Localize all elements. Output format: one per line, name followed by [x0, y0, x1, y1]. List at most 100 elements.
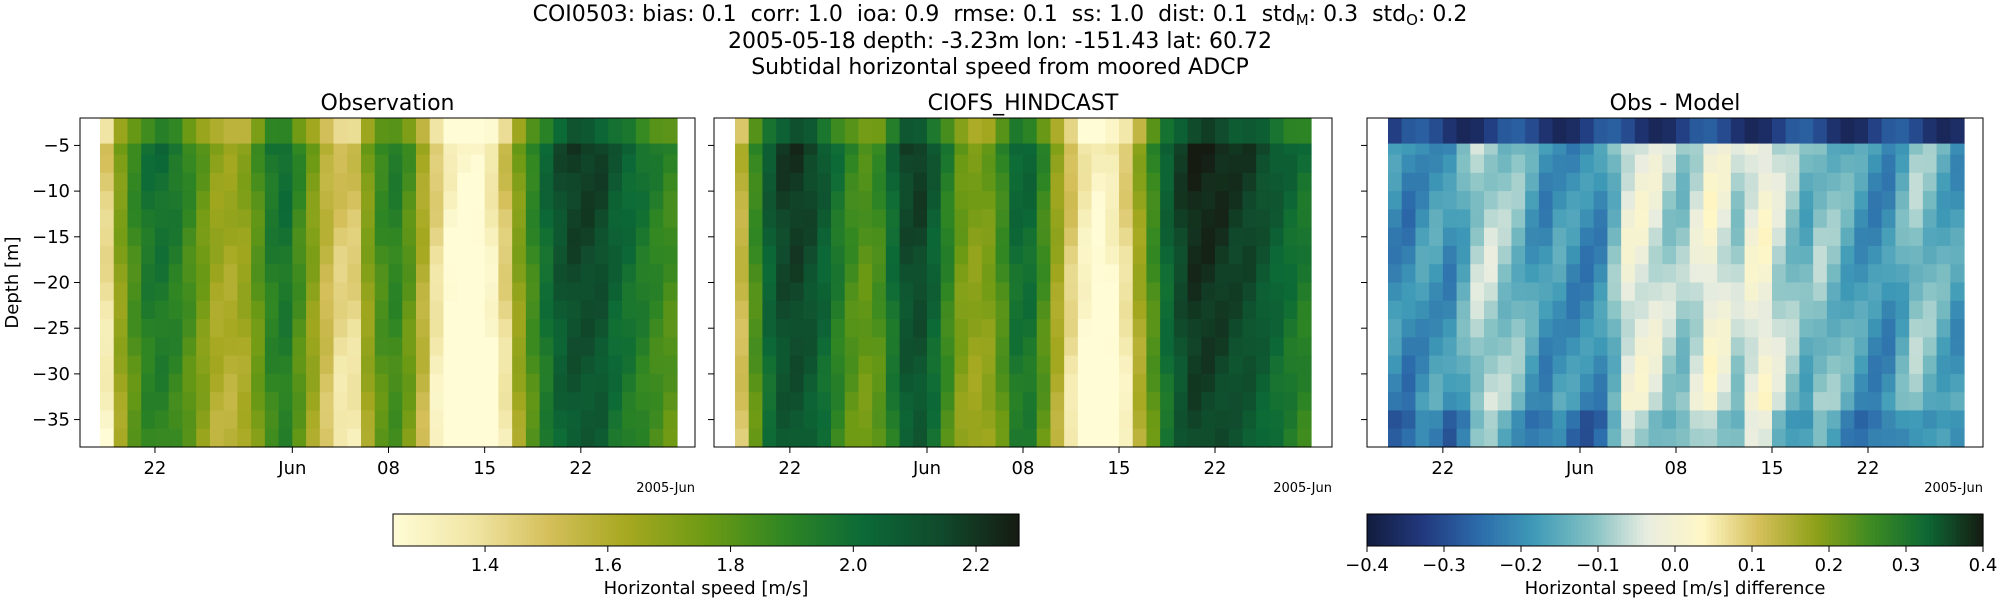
colorbar-swatch [1967, 514, 1973, 546]
heatmap-cell [1552, 209, 1567, 229]
heatmap-cell [553, 282, 568, 302]
colorbar-swatch [1836, 514, 1842, 546]
heatmap-cell [1484, 264, 1499, 284]
heatmap-cell [1050, 154, 1065, 174]
heatmap-cell [649, 191, 664, 210]
heatmap-cell [457, 118, 472, 145]
colorbar-label: Horizontal speed [m/s] difference [1525, 578, 1826, 599]
heatmap-cell [292, 143, 307, 156]
colorbar-swatch [1721, 514, 1726, 546]
colorbar-tick-label: 0.3 [1892, 555, 1921, 576]
colorbar-swatch [1586, 514, 1591, 546]
heatmap-cell [1283, 191, 1298, 210]
heatmap-cell [1648, 245, 1663, 265]
colorbar-swatch [987, 514, 993, 546]
heatmap-cell [1703, 191, 1718, 210]
heatmap-cell [831, 355, 846, 375]
heatmap-cell [1442, 264, 1458, 284]
heatmap-cell [388, 410, 403, 430]
heatmap-cell [1415, 282, 1430, 302]
heatmap-cell [1484, 337, 1499, 357]
heatmap-cell [940, 355, 956, 375]
heatmap-cell [608, 209, 623, 229]
heatmap-cell [1538, 392, 1554, 412]
heatmap-cell [1580, 245, 1595, 265]
colorbar-swatch [541, 514, 547, 546]
colorbar-swatch [972, 514, 977, 546]
heatmap-cell [429, 264, 445, 284]
heatmap-cell [141, 428, 156, 448]
colorbar-swatch [788, 514, 793, 546]
heatmap-cell [885, 392, 901, 412]
heatmap-cell [1662, 264, 1677, 284]
heatmap-cell [457, 300, 472, 320]
x-tick-label: Jun [277, 458, 306, 479]
heatmap-cell [1868, 373, 1883, 393]
heatmap-cell [457, 355, 472, 375]
heatmap-cell [237, 154, 252, 174]
colorbar-swatch [1613, 514, 1618, 546]
heatmap-cell [333, 300, 348, 320]
heatmap-cell [374, 118, 390, 145]
heatmap-cell [885, 373, 901, 393]
heatmap-cell [1388, 245, 1403, 265]
heatmap-cell [1566, 209, 1581, 229]
colorbar-swatch [404, 514, 410, 546]
heatmap-cell [1593, 428, 1609, 448]
heatmap-cell [899, 355, 914, 375]
heatmap-cell [1132, 143, 1148, 156]
heatmap-cell [278, 264, 293, 284]
heatmap-cell [1730, 245, 1746, 265]
heatmap-cell [1813, 319, 1828, 338]
heatmap-cell [789, 428, 805, 448]
colorbar-swatch [647, 514, 652, 546]
heatmap-cell [1689, 143, 1705, 156]
heatmap-cell [1703, 282, 1718, 302]
colorbar-swatch [1675, 514, 1680, 546]
heatmap-cell [100, 227, 115, 247]
heatmap-cell [168, 282, 184, 302]
heatmap-cell [1415, 143, 1430, 156]
heatmap-cell [484, 227, 500, 247]
x-offset-label: 2005-Jun [636, 481, 695, 496]
heatmap-cell [100, 264, 115, 284]
heatmap-cell [1868, 227, 1883, 247]
heatmap-cell [1050, 245, 1065, 265]
heatmap-cell [1840, 410, 1855, 430]
heatmap-cell [594, 373, 609, 393]
colorbar-swatch [1775, 514, 1780, 546]
heatmap-cell [251, 172, 266, 192]
heatmap-cell [844, 337, 860, 357]
heatmap-cell [1269, 143, 1285, 156]
colorbar-swatch [608, 514, 613, 546]
heatmap-cell [1813, 392, 1828, 412]
colorbar-swatch [643, 514, 648, 546]
heatmap-cell [649, 373, 664, 393]
heatmap-cell [1242, 410, 1257, 430]
heatmap-cell [594, 264, 609, 284]
heatmap-cell [580, 209, 596, 229]
heatmap-cell [1854, 392, 1869, 412]
heatmap-cell [1201, 227, 1216, 247]
colorbar-swatch [447, 514, 453, 546]
heatmap-cell [635, 227, 651, 247]
heatmap-cell [1009, 392, 1024, 412]
heatmap-cell [1470, 428, 1485, 448]
colorbar-swatch [1863, 514, 1869, 546]
heatmap-cell [484, 373, 500, 393]
heatmap-cell [1050, 428, 1065, 448]
heatmap-cell [306, 209, 321, 229]
heatmap-cell [1744, 300, 1759, 320]
heatmap-cell [803, 282, 818, 302]
heatmap-cell [1895, 191, 1910, 210]
heatmap-cell [1593, 282, 1609, 302]
colorbar-swatch [1859, 514, 1865, 546]
heatmap-cell [1105, 373, 1120, 393]
colorbar-swatch [1467, 514, 1472, 546]
heatmap-cell [995, 428, 1010, 448]
colorbar-swatch [1921, 514, 1926, 546]
heatmap-cell [954, 319, 969, 338]
heatmap-cell [940, 118, 956, 145]
heatmap-cell [1036, 143, 1052, 156]
heatmap-cell [1621, 172, 1636, 192]
